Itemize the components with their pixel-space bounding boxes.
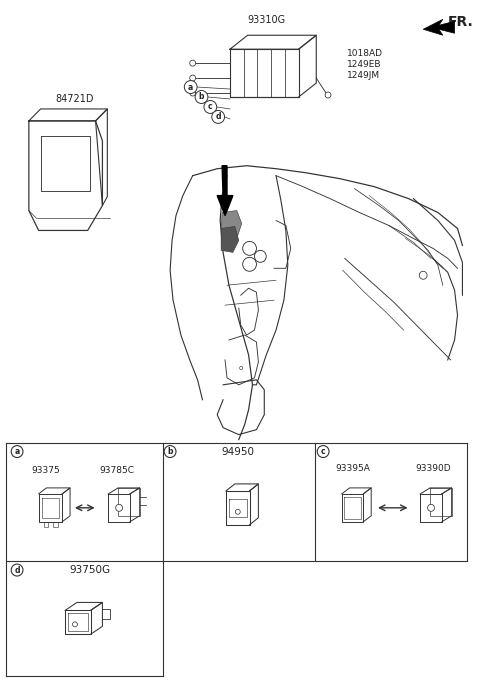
Text: 93395A: 93395A	[335, 464, 370, 473]
Text: c: c	[208, 102, 213, 112]
Text: a: a	[188, 82, 193, 91]
Text: 93785C: 93785C	[100, 466, 134, 475]
Circle shape	[204, 101, 216, 114]
Text: 93750G: 93750G	[69, 565, 110, 575]
Circle shape	[190, 90, 196, 96]
Circle shape	[72, 622, 77, 627]
Circle shape	[254, 251, 266, 262]
Text: b: b	[199, 93, 204, 101]
Text: 93310G: 93310G	[247, 16, 285, 25]
Text: 93390D: 93390D	[415, 464, 451, 473]
Polygon shape	[221, 210, 242, 240]
Text: 84721D: 84721D	[56, 94, 94, 104]
Polygon shape	[217, 165, 233, 215]
Text: 94950: 94950	[221, 447, 254, 456]
Text: 1249JM: 1249JM	[347, 71, 380, 80]
Text: a: a	[14, 447, 20, 456]
Circle shape	[235, 509, 240, 514]
Circle shape	[243, 257, 256, 271]
Circle shape	[116, 505, 122, 511]
Circle shape	[419, 271, 427, 279]
Text: 1018AD: 1018AD	[347, 48, 383, 58]
Text: o: o	[239, 365, 243, 371]
Circle shape	[317, 445, 329, 458]
Text: 1249EB: 1249EB	[347, 60, 381, 69]
Circle shape	[428, 505, 434, 511]
Text: b: b	[168, 447, 173, 456]
Polygon shape	[423, 19, 455, 35]
Polygon shape	[221, 227, 239, 253]
Text: 93375: 93375	[31, 466, 60, 475]
Text: d: d	[14, 565, 20, 575]
Circle shape	[11, 564, 23, 576]
Circle shape	[11, 445, 23, 458]
Circle shape	[325, 92, 331, 98]
Circle shape	[190, 75, 196, 81]
Circle shape	[190, 60, 196, 66]
Circle shape	[212, 110, 225, 123]
Text: c: c	[321, 447, 325, 456]
Circle shape	[243, 241, 256, 255]
Circle shape	[164, 445, 176, 458]
Text: d: d	[216, 112, 221, 121]
Circle shape	[184, 80, 197, 93]
Text: FR.: FR.	[448, 16, 473, 29]
Circle shape	[195, 91, 208, 104]
